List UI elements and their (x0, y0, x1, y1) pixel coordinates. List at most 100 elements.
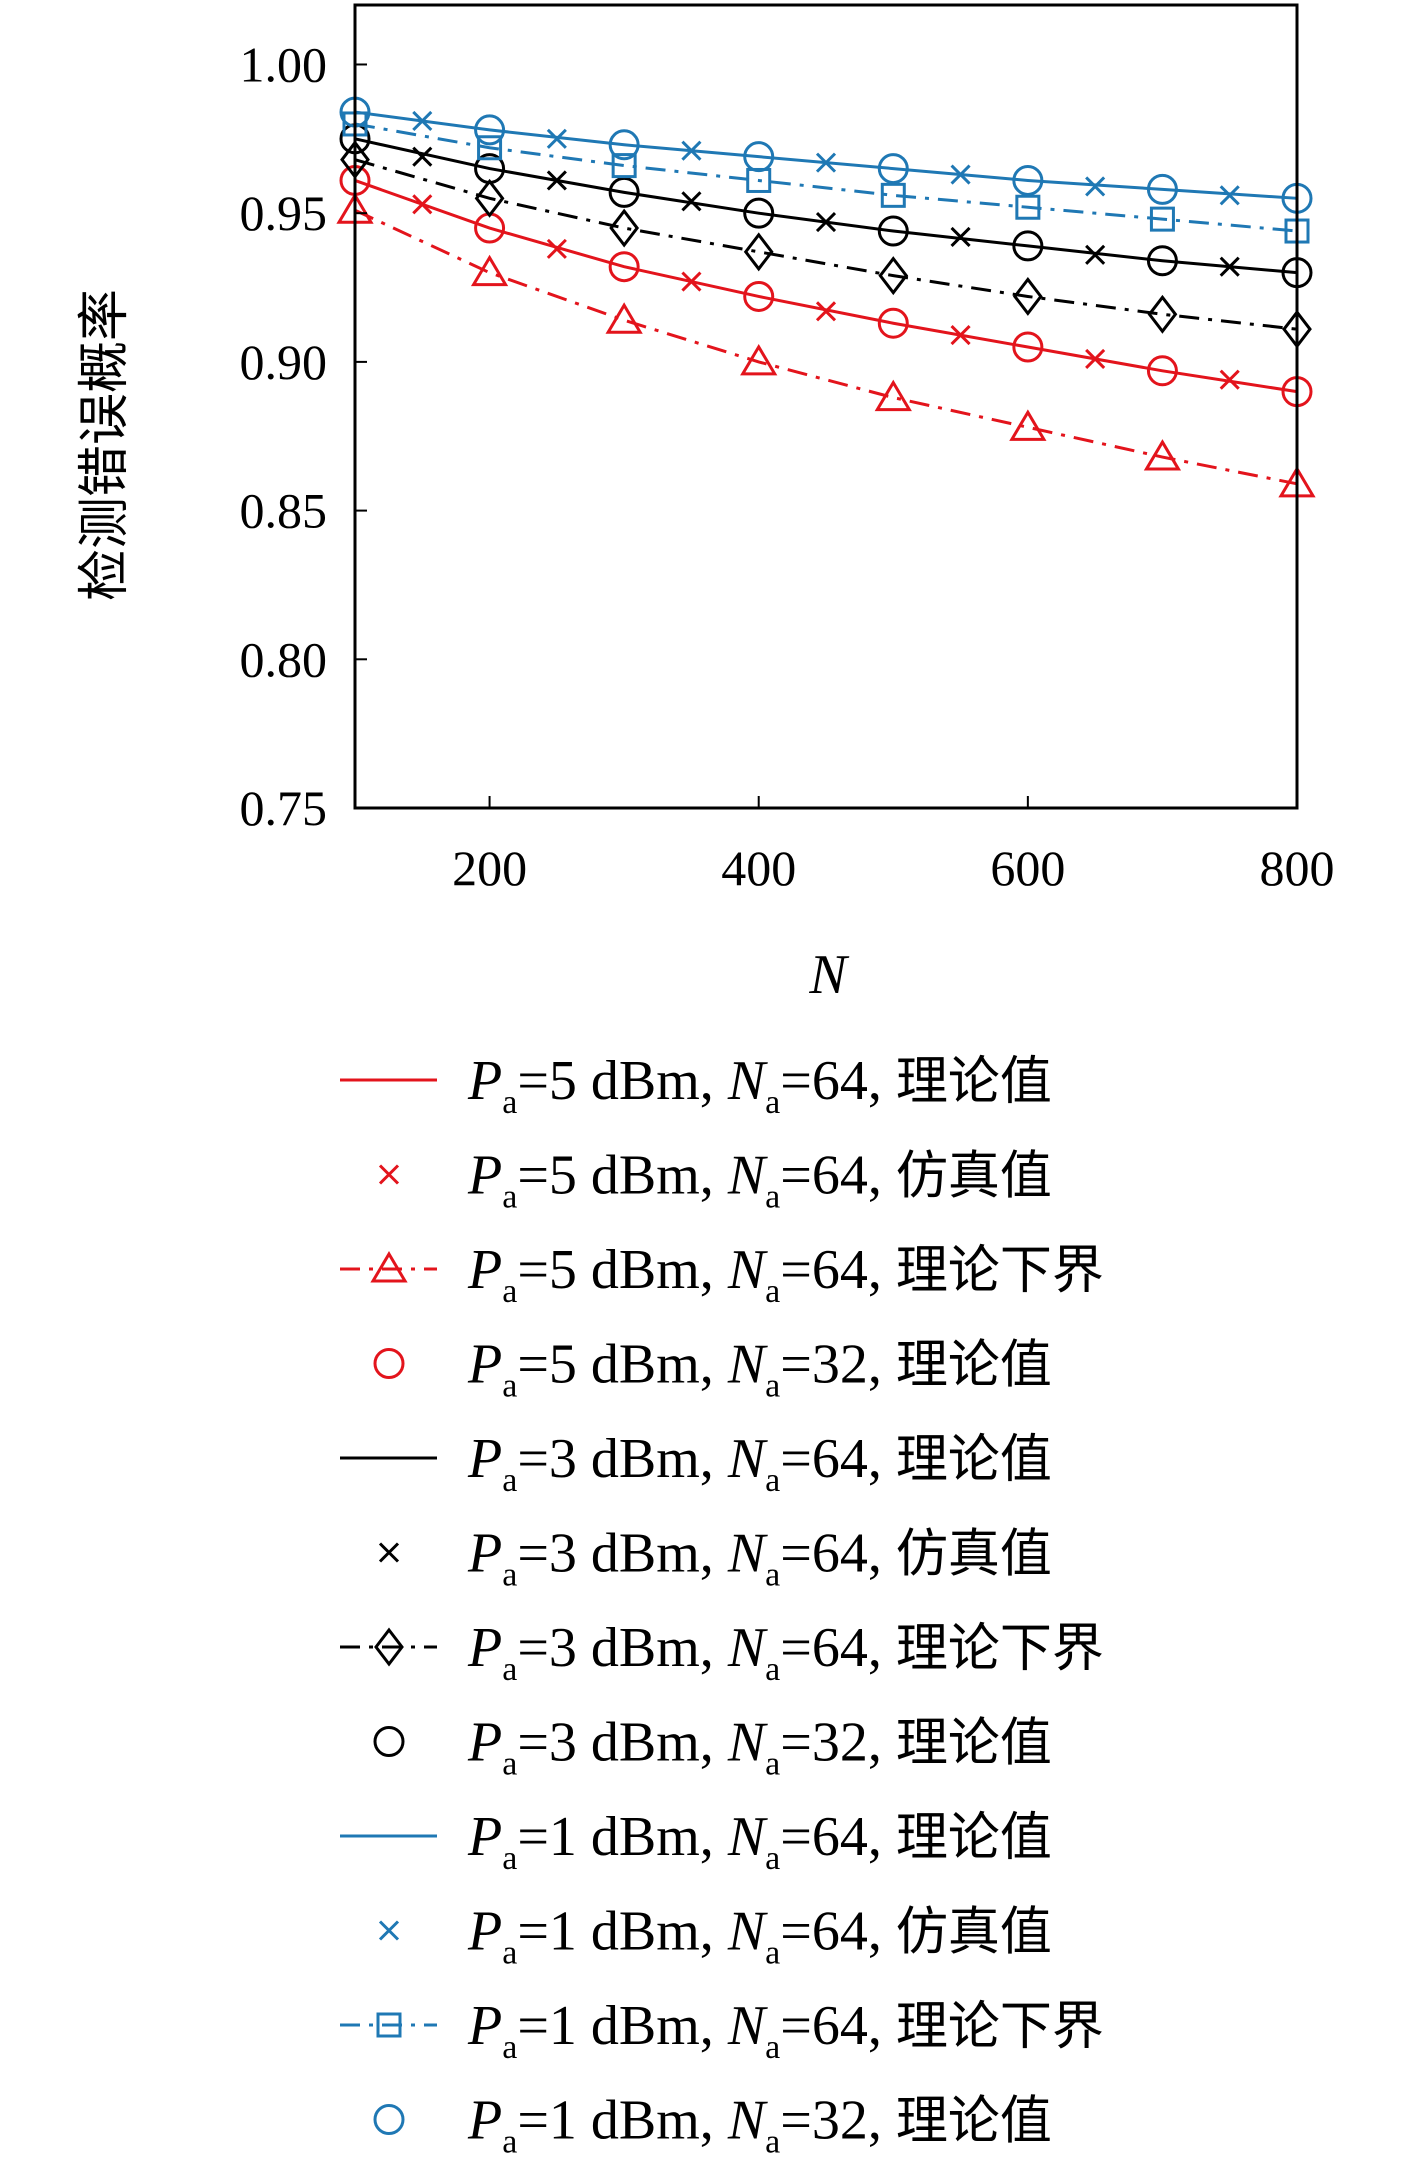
series-line (354, 122, 1298, 233)
x-axis-label: N (808, 944, 849, 1006)
data-point-x (681, 271, 702, 292)
legend-item: Pa=1 dBm, Na=64, 理论值 (340, 1806, 1052, 1877)
series-10 (412, 110, 1240, 206)
series-line (354, 158, 1298, 331)
data-point-x (412, 146, 433, 167)
legend-marker-circle (373, 1348, 405, 1379)
data-point-circle (877, 153, 909, 185)
data-point-circle (1012, 164, 1044, 196)
legend-item: Pa=1 dBm, Na=64, 理论下界 (340, 1995, 1104, 2066)
legend-marker-x (378, 1164, 400, 1185)
series-7 (340, 140, 1312, 349)
y-tick-label: 0.95 (240, 185, 328, 241)
data-point-circle (877, 215, 909, 247)
data-point-circle (474, 153, 506, 185)
data-point-square (611, 153, 637, 179)
legend-label: Pa=5 dBm, Na=64, 理论下界 (467, 1239, 1104, 1310)
data-point-x (546, 128, 567, 149)
data-point-x (815, 301, 837, 322)
series-4 (339, 164, 1313, 408)
data-point-square (1015, 194, 1041, 220)
data-point-circle (1146, 173, 1178, 205)
data-point-circle (743, 197, 775, 229)
data-point-square (880, 182, 906, 208)
y-tick-label: 0.80 (240, 631, 328, 687)
legend-label: Pa=5 dBm, Na=32, 理论值 (467, 1334, 1052, 1405)
data-point-x (546, 238, 567, 259)
data-point-circle (1012, 230, 1044, 262)
data-point-triangle (874, 379, 912, 412)
data-point-x (681, 191, 702, 212)
legend-item: Pa=5 dBm, Na=32, 理论值 (373, 1334, 1052, 1405)
legend-marker-square (376, 2012, 402, 2038)
legend-marker-circle (373, 1726, 405, 1757)
y-tick-label: 1.00 (240, 36, 328, 92)
legend-item: Pa=1 dBm, Na=64, 仿真值 (378, 1901, 1052, 1972)
data-point-x (546, 170, 567, 191)
data-point-x (815, 152, 837, 173)
legend-label: Pa=1 dBm, Na=64, 理论值 (467, 1806, 1052, 1877)
legend-item: Pa=5 dBm, Na=64, 理论下界 (340, 1239, 1104, 1310)
legend-label: Pa=3 dBm, Na=64, 仿真值 (467, 1523, 1052, 1594)
data-point-circle (474, 114, 506, 146)
data-point-diamond (1147, 294, 1178, 334)
x-tick-label: 400 (721, 840, 796, 896)
legend-label: Pa=3 dBm, Na=32, 理论值 (467, 1712, 1052, 1783)
data-point-x (412, 110, 433, 132)
data-point-circle (608, 129, 640, 161)
legend-label: Pa=1 dBm, Na=64, 仿真值 (467, 1901, 1052, 1972)
data-point-diamond (743, 232, 774, 272)
data-point-triangle (470, 254, 509, 287)
series-line (354, 208, 1298, 486)
data-point-square (1149, 206, 1175, 232)
legend-item: Pa=3 dBm, Na=32, 理论值 (373, 1712, 1052, 1783)
legend: Pa=5 dBm, Na=64, 理论值 Pa=5 dBm, Na=64, 仿真值… (340, 1050, 1104, 2161)
x-tick-label: 600 (990, 840, 1065, 896)
data-point-x (815, 212, 837, 233)
data-point-x (681, 140, 702, 161)
data-point-circle (608, 251, 640, 283)
legend-item: Pa=5 dBm, Na=64, 理论值 (340, 1050, 1052, 1121)
legend-label: Pa=5 dBm, Na=64, 理论值 (467, 1050, 1052, 1121)
data-point-circle (1146, 245, 1178, 277)
data-point-x (1219, 185, 1240, 206)
data-point-triangle (740, 343, 778, 376)
data-point-diamond (878, 256, 909, 296)
y-axis-label: 检测错误概率 (75, 289, 135, 601)
legend-marker-diamond (374, 1627, 404, 1667)
x-tick-label: 200 (452, 840, 527, 896)
x-tick-label: 800 (1260, 840, 1335, 896)
legend-marker-circle (373, 2104, 405, 2135)
legend-item: Pa=3 dBm, Na=64, 理论下界 (340, 1617, 1104, 1688)
data-point-x (950, 226, 971, 248)
data-point-circle (743, 280, 775, 312)
series-8 (339, 123, 1313, 289)
data-point-triangle (1143, 439, 1182, 471)
data-point-x (1085, 348, 1106, 369)
y-tick-label: 0.85 (240, 483, 328, 539)
data-point-circle (1012, 331, 1044, 363)
y-tick-label: 0.90 (240, 334, 328, 390)
data-point-circle (608, 176, 640, 208)
legend-label: Pa=3 dBm, Na=64, 理论下界 (467, 1617, 1104, 1688)
data-point-x (950, 164, 971, 185)
series-6 (412, 146, 1240, 277)
data-point-x (1085, 244, 1106, 265)
legend-item: Pa=1 dBm, Na=32, 理论值 (373, 2090, 1052, 2161)
legend-item: Pa=3 dBm, Na=64, 仿真值 (378, 1523, 1052, 1594)
data-point-x (1219, 369, 1240, 390)
data-point-circle (1146, 355, 1178, 387)
legend-label: Pa=1 dBm, Na=64, 理论下界 (467, 1995, 1104, 2066)
data-point-diamond (1012, 276, 1043, 316)
data-point-circle (877, 307, 909, 339)
legend-label: Pa=3 dBm, Na=64, 理论值 (467, 1428, 1052, 1499)
data-point-x (950, 325, 971, 346)
series-2 (412, 194, 1240, 390)
legend-marker-triangle (370, 1251, 408, 1283)
legend-item: Pa=3 dBm, Na=64, 理论值 (340, 1428, 1052, 1499)
data-point-x (1219, 256, 1240, 277)
plot-area (336, 96, 1316, 498)
data-point-diamond (609, 208, 640, 248)
legend-marker-x (378, 1920, 400, 1941)
